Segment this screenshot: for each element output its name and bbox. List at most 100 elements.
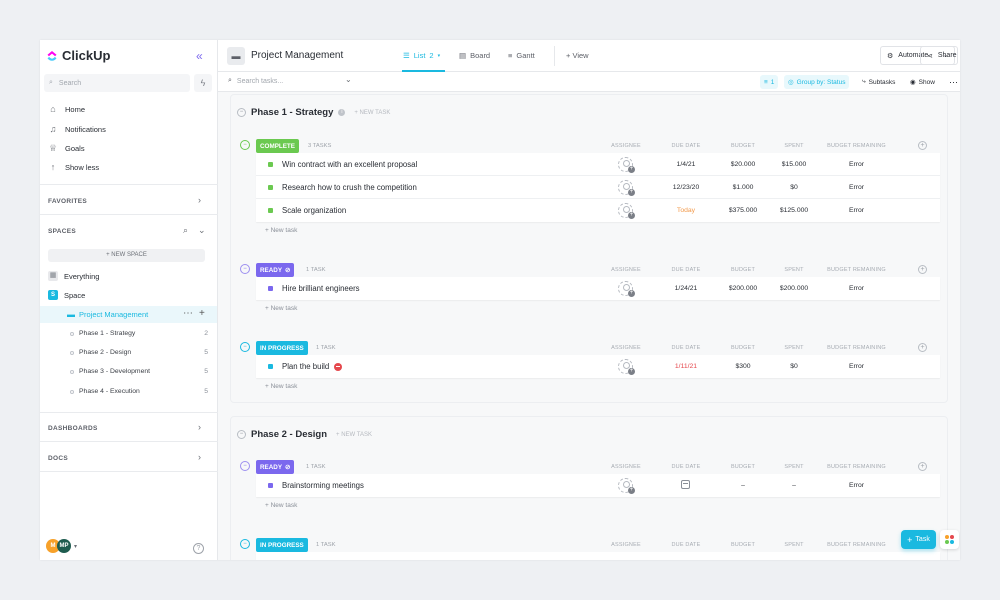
column-header-assignee[interactable]: ASSIGNEE — [611, 542, 641, 548]
column-header-budget[interactable]: BUDGET — [730, 267, 756, 273]
collapse-icon[interactable]: − — [237, 108, 246, 117]
new-task-button[interactable]: + NEW TASK — [336, 431, 372, 438]
due-date[interactable]: 12/23/20 — [672, 184, 700, 191]
task-name[interactable]: Win contract with an excellent proposal — [282, 160, 418, 169]
column-header-budget[interactable]: BUDGET — [730, 345, 756, 351]
table-row[interactable]: Brainstorming meetings – – Error — [256, 474, 940, 497]
column-header-spent[interactable]: SPENT — [784, 143, 804, 149]
table-row[interactable]: Plan the build 1/11/21 $300 $0 Error — [256, 355, 940, 378]
show-button[interactable]: ◉ Show — [906, 75, 939, 89]
add-column-icon[interactable]: + — [918, 462, 927, 471]
tab-board[interactable]: ▤ Board — [459, 51, 490, 60]
column-header-due-date[interactable]: DUE DATE — [671, 143, 701, 149]
spaces-title[interactable]: SPACES — [48, 228, 77, 235]
more-icon[interactable]: ⋯ — [949, 76, 958, 87]
more-icon[interactable]: ⋯ — [183, 308, 193, 319]
add-assignee-icon[interactable] — [618, 359, 635, 375]
task-name-group[interactable]: Plan the build — [282, 362, 343, 371]
budget-value[interactable]: $1.000 — [732, 184, 754, 191]
search-spaces-icon[interactable]: ⌕ — [183, 225, 189, 235]
status-square-icon[interactable] — [268, 208, 273, 213]
phase-title[interactable]: Phase 2 - Design — [251, 429, 328, 440]
column-header-due-date[interactable]: DUE DATE — [671, 345, 701, 351]
column-header-budget[interactable]: BUDGET — [730, 143, 756, 149]
group-by-button[interactable]: ◎ Group by: Status — [784, 75, 850, 89]
new-task-link[interactable]: + New task — [265, 305, 298, 312]
status-badge[interactable]: IN PROGRESS — [256, 341, 308, 355]
spent-value[interactable]: $15.000 — [781, 161, 807, 168]
status-badge[interactable]: READY ⊘ — [256, 460, 295, 474]
add-task-button[interactable]: + Task — [901, 530, 936, 549]
collapse-icon[interactable]: − — [240, 539, 250, 549]
task-name[interactable]: Brainstorming meetings — [282, 481, 364, 490]
column-header-budget-remaining[interactable]: BUDGET REMAINING — [827, 464, 886, 470]
add-icon[interactable]: + — [199, 308, 205, 319]
column-header-budget[interactable]: BUDGET — [730, 542, 756, 548]
budget-value[interactable]: $375.000 — [728, 207, 758, 214]
phase-title[interactable]: Phase 1 - Strategy — [251, 107, 334, 118]
due-date[interactable]: Today — [676, 207, 696, 214]
chevron-right-icon[interactable]: › — [198, 195, 201, 205]
spent-value[interactable]: – — [792, 482, 796, 489]
column-header-due-date[interactable]: DUE DATE — [671, 267, 701, 273]
share-button[interactable]: ⋖ Share — [920, 46, 958, 65]
budget-value[interactable]: – — [741, 482, 745, 489]
spent-value[interactable]: $200.000 — [779, 285, 809, 292]
budget-value[interactable]: $200.000 — [728, 285, 758, 292]
add-assignee-icon[interactable] — [618, 203, 635, 219]
add-assignee-icon[interactable] — [618, 157, 635, 173]
sidebar-list-phase-3[interactable]: Phase 3 - Development 5 — [70, 368, 208, 375]
table-row[interactable]: Hire brilliant engineers 1/24/21 $200.00… — [256, 277, 940, 300]
filter-button[interactable]: ≡ 1 — [760, 75, 779, 89]
collapse-icon[interactable]: − — [240, 342, 250, 352]
chevron-down-icon[interactable]: ⌄ — [345, 75, 352, 84]
bolt-icon[interactable]: ϟ — [194, 74, 212, 92]
chevron-right-icon[interactable]: › — [198, 422, 201, 432]
column-header-spent[interactable]: SPENT — [784, 345, 804, 351]
new-task-button[interactable]: + NEW TASK — [354, 109, 391, 116]
blocked-icon[interactable] — [334, 362, 343, 371]
due-date[interactable]: 1/11/21 — [674, 363, 698, 370]
spent-value[interactable]: $0 — [790, 363, 798, 370]
column-header-due-date[interactable]: DUE DATE — [671, 542, 701, 548]
sidebar-list-phase-2[interactable]: Phase 2 - Design 5 — [70, 349, 208, 356]
table-row[interactable]: Scale organization Today $375.000 $125.0… — [256, 199, 940, 222]
status-badge[interactable]: READY ⊘ — [256, 263, 295, 277]
table-row[interactable]: Win contract with an excellent proposal … — [256, 153, 940, 176]
sidebar-item-show-less[interactable]: ↑ Show less — [48, 162, 99, 172]
status-square-icon[interactable] — [268, 162, 273, 167]
add-column-icon[interactable]: + — [918, 141, 927, 150]
task-name[interactable]: Hire brilliant engineers — [282, 284, 360, 293]
sidebar-list-phase-1[interactable]: Phase 1 - Strategy 2 — [70, 330, 208, 337]
add-assignee-icon[interactable] — [618, 281, 635, 297]
add-assignee-icon[interactable] — [618, 478, 635, 494]
column-header-assignee[interactable]: ASSIGNEE — [611, 464, 641, 470]
column-header-spent[interactable]: SPENT — [784, 464, 804, 470]
tab-gantt[interactable]: ≡ Gantt — [508, 51, 535, 60]
column-header-assignee[interactable]: ASSIGNEE — [611, 143, 641, 149]
sidebar-item-goals[interactable]: ♕ Goals — [48, 143, 85, 154]
automate-button[interactable]: ⚙ Automate ⌄ — [880, 46, 955, 65]
column-header-due-date[interactable]: DUE DATE — [671, 464, 701, 470]
new-task-link[interactable]: + New task — [265, 502, 298, 509]
column-header-assignee[interactable]: ASSIGNEE — [611, 345, 641, 351]
sidebar-search-input[interactable]: ⌕ Search — [44, 74, 190, 92]
new-space-button[interactable]: + NEW SPACE — [48, 249, 205, 262]
status-square-icon[interactable] — [268, 185, 273, 190]
spent-value[interactable]: $125.000 — [779, 207, 809, 214]
sidebar-list-phase-4[interactable]: Phase 4 - Execution 5 — [70, 388, 208, 395]
collapse-icon[interactable]: − — [237, 430, 246, 439]
new-task-link[interactable]: + New task — [265, 383, 298, 390]
column-header-budget-remaining[interactable]: BUDGET REMAINING — [827, 542, 886, 548]
chevron-down-icon[interactable]: ⌄ — [198, 225, 206, 235]
sidebar-item-everything[interactable]: ▦ Everything — [48, 271, 99, 281]
budget-value[interactable]: $300 — [735, 363, 751, 370]
status-badge[interactable]: IN PROGRESS — [256, 538, 308, 552]
favorites-title[interactable]: FAVORITES — [48, 198, 88, 205]
column-header-assignee[interactable]: ASSIGNEE — [611, 267, 641, 273]
subtasks-button[interactable]: ⤷ Subtasks — [858, 75, 899, 89]
collapse-icon[interactable]: − — [240, 461, 250, 471]
column-header-spent[interactable]: SPENT — [784, 542, 804, 548]
column-header-budget-remaining[interactable]: BUDGET REMAINING — [827, 267, 886, 273]
collapse-sidebar-icon[interactable]: « — [196, 49, 203, 63]
